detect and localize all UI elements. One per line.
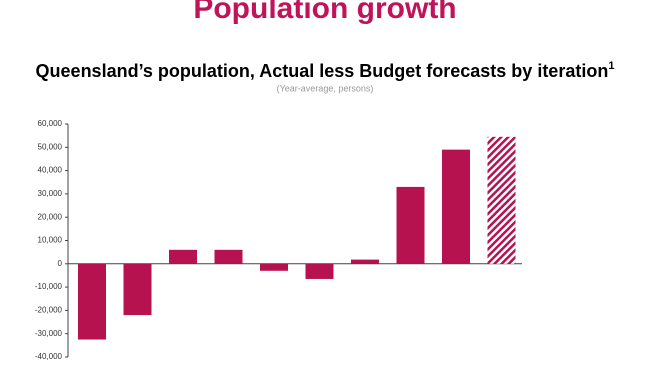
y-tick-label: 40,000 bbox=[38, 166, 63, 175]
bar bbox=[442, 149, 470, 264]
y-tick-label: -20,000 bbox=[35, 306, 63, 315]
chart-title: Queensland’s population, Actual less Bud… bbox=[36, 60, 615, 81]
bar bbox=[351, 259, 379, 264]
y-tick-label: 10,000 bbox=[38, 236, 63, 245]
y-tick-label: -10,000 bbox=[35, 282, 63, 291]
bar bbox=[214, 249, 243, 264]
title-note: 1 bbox=[608, 60, 614, 72]
y-tick-label: 60,000 bbox=[38, 119, 63, 128]
bar bbox=[396, 186, 425, 264]
y-tick-label: 20,000 bbox=[38, 212, 63, 221]
y-tick-label: 50,000 bbox=[38, 142, 63, 151]
bar bbox=[487, 136, 516, 264]
subtitle: (Year-average, persons) bbox=[277, 83, 374, 93]
bar bbox=[260, 263, 288, 271]
y-tick-label: -40,000 bbox=[35, 352, 63, 361]
bar bbox=[169, 249, 197, 264]
page-title: Population growth bbox=[193, 0, 456, 25]
bar bbox=[305, 263, 334, 279]
y-tick-label: -30,000 bbox=[35, 329, 63, 338]
bar bbox=[78, 263, 106, 340]
chart-title-text: Queensland’s population, Actual less Bud… bbox=[36, 61, 609, 81]
bar bbox=[123, 263, 152, 316]
y-tick-label: 30,000 bbox=[38, 189, 63, 198]
y-tick-label: 0 bbox=[58, 259, 63, 268]
